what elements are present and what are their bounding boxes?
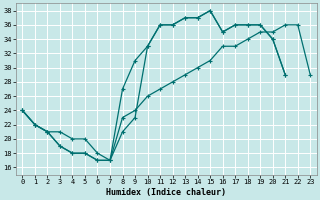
X-axis label: Humidex (Indice chaleur): Humidex (Indice chaleur) [106, 188, 226, 197]
